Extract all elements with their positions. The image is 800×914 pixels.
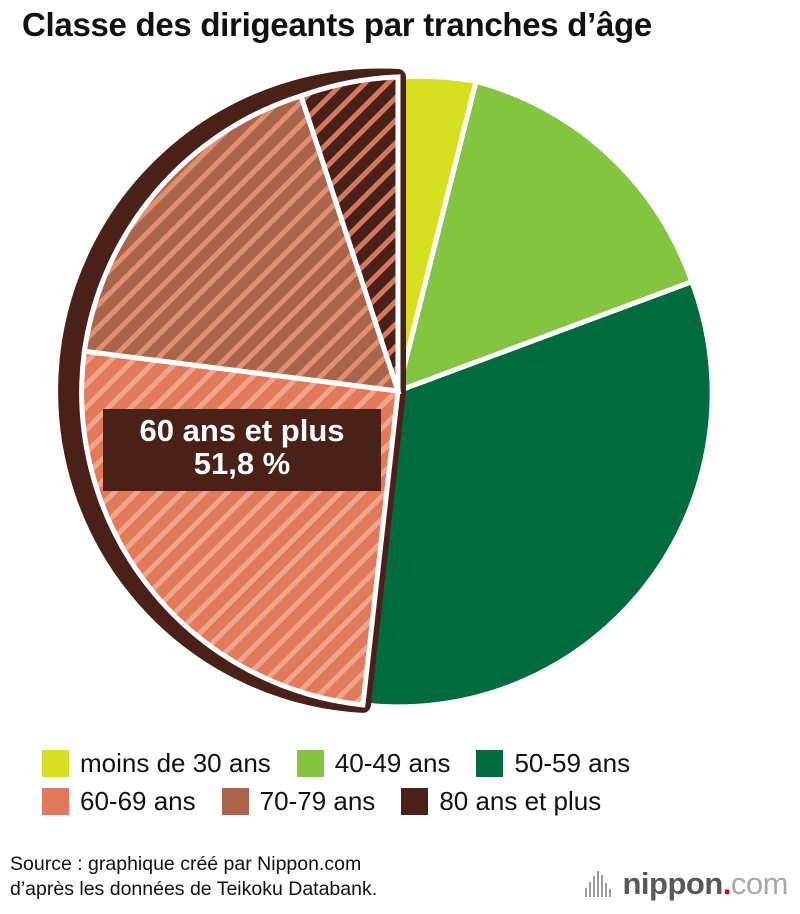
legend-label: 70-79 ans (259, 786, 376, 816)
legend-label: moins de 30 ans (80, 748, 271, 778)
legend-swatch-icon (42, 787, 69, 815)
pie-slice-70-79[interactable] (81, 92, 402, 394)
pie-slice-60-69[interactable] (79, 348, 401, 708)
legend-row: moins de 30 ans 40-49 ans 50-59 ans (42, 744, 782, 782)
legend-swatch-icon (476, 749, 504, 777)
logo-dot: . (722, 866, 732, 901)
legend-item-60-69[interactable]: 60-69 ans (42, 786, 196, 816)
legend-item-moins-de-30[interactable]: moins de 30 ans (42, 748, 271, 778)
pie-slice-80-plus[interactable] (297, 74, 401, 392)
legend-item-70-79[interactable]: 70-79 ans (221, 786, 376, 816)
chart-legend: moins de 30 ans 40-49 ans 50-59 ans 60-6… (42, 744, 782, 820)
legend-swatch-icon (401, 787, 429, 815)
soundwave-icon (584, 870, 613, 897)
source-note: Source : graphique créé par Nippon.com d… (10, 852, 377, 902)
source-line-2: d’après les données de Teikoku Databank. (10, 878, 378, 900)
legend-label: 60-69 ans (80, 786, 196, 816)
logo-name: nippon (622, 866, 724, 901)
legend-swatch-icon (221, 787, 249, 815)
legend-label: 50-59 ans (514, 748, 631, 778)
legend-swatch-icon (296, 749, 324, 777)
legend-item-80-plus[interactable]: 80 ans et plus (401, 786, 602, 816)
callout-value: 51,8 % (193, 445, 291, 481)
source-line-1: Source : graphique créé par Nippon.com (10, 853, 362, 875)
pie-slices (58, 68, 715, 713)
legend-label: 80 ans et plus (439, 786, 602, 816)
legend-swatch-icon (42, 749, 69, 777)
nippon-logo[interactable]: nippon.com (584, 868, 789, 899)
pie-chart-svg (58, 68, 715, 713)
pie-slice-50-59[interactable] (360, 278, 715, 710)
callout-60-plus: 60 ans et plus 51,8 % (103, 409, 381, 491)
page-title: Classe des dirigeants par tranches d’âge (22, 6, 652, 43)
legend-row: 60-69 ans 70-79 ans 80 ans et plus (42, 782, 782, 820)
pie-slice-40-49[interactable] (394, 78, 695, 396)
pie-chart: 60 ans et plus 51,8 % (0, 60, 800, 732)
legend-label: 40-49 ans (334, 748, 451, 778)
legend-item-50-59[interactable]: 50-59 ans (476, 748, 631, 778)
logo-tld: com (730, 866, 789, 901)
callout-label: 60 ans et plus (139, 413, 345, 448)
logo-text: nippon.com (623, 868, 789, 899)
legend-item-40-49[interactable]: 40-49 ans (296, 748, 451, 778)
